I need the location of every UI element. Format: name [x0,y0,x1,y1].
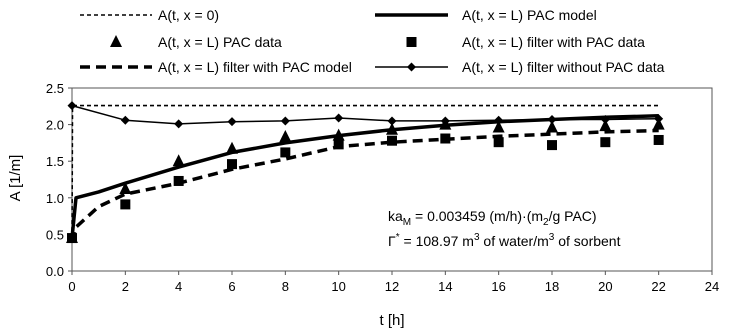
legend-item-1: A(t, x = L) PAC model [375,7,597,23]
square-marker [493,137,504,148]
square-marker [280,147,291,158]
series-4 [70,128,659,243]
x-tick-label: 2 [122,279,129,294]
annotation-part: 3 [474,232,480,243]
series-3 [67,133,664,244]
annotation-part: 2 [543,217,549,228]
legend-item-4: A(t, x = L) filter with PAC model [80,59,352,75]
x-tick-label: 4 [175,279,182,294]
y-tick-label: 1.5 [46,154,64,169]
legend-label: A(t, x = L) filter with PAC data [462,34,645,50]
x-axis-label: t [h] [379,312,404,329]
annotation-part: of sorbent [554,233,620,249]
y-tick-label: 0.5 [46,227,64,242]
annotation-part: Γ [388,233,396,249]
legend-item-2: A(t, x = L) PAC data [110,34,282,50]
annotation-1: Γ* = 108.97 m3 of water/m3 of sorbent [388,232,621,249]
diamond-marker [440,116,450,126]
triangle-marker [546,120,558,133]
x-tick-label: 6 [228,279,235,294]
series-line [71,104,659,239]
annotation-part: = 0.003459 (m/h)·(m [411,208,543,224]
series-line [70,128,659,243]
y-tick-label: 2.5 [46,81,64,96]
diamond-marker [280,116,290,126]
x-tick-label: 18 [545,279,559,294]
diamond-marker [654,114,664,124]
triangle-marker [119,182,132,195]
triangle-marker [492,120,505,133]
diamond-marker [600,114,610,124]
diamond-marker [494,115,504,125]
square-marker [600,137,611,148]
diamond-marker [334,113,344,123]
x-tick-label: 20 [598,279,612,294]
legend-item-5: A(t, x = L) filter without PAC data [375,59,665,75]
diamond-marker [547,114,557,124]
x-tick-label: 10 [331,279,345,294]
triangle-marker [599,119,612,132]
x-tick-label: 8 [282,279,289,294]
series-0 [71,104,659,239]
triangle-marker [110,35,122,47]
diamond-marker [67,101,77,111]
square-marker [227,159,237,170]
x-tick-label: 0 [68,279,75,294]
x-tick-label: 22 [651,279,665,294]
x-tick-label: 24 [705,279,719,294]
y-tick-label: 0.0 [46,264,64,279]
square-marker [653,134,664,145]
diamond-marker [120,115,130,125]
diamond-marker [407,62,416,72]
annotation-part: * [396,232,400,243]
x-tick-label: 16 [491,279,505,294]
annotation-part: M [403,217,411,228]
legend-label: A(t, x = 0) [158,7,219,23]
legend: A(t, x = 0) A(t, x = L) PAC model A(t, x =… [80,7,665,75]
plot-area [66,101,665,244]
diamond-marker [174,119,184,129]
triangle-marker [386,122,398,135]
triangle-marker [172,154,185,167]
annotation-part: 3 [549,232,555,243]
legend-label: A(t, x = L) filter with PAC model [158,59,352,75]
square-marker [173,175,184,186]
legend-item-3: A(t, x = L) filter with PAC data [406,34,645,50]
diamond-marker [227,117,237,127]
square-marker [120,199,131,210]
legend-item-0: A(t, x = 0) [80,7,219,23]
square-marker [333,139,344,150]
legend-label: A(t, x = L) PAC data [158,34,282,50]
axes: 0 2 4 6 8 10 12 14 16 18 20 22 240.00.51.01.52.02.5 [46,81,719,294]
square-marker [406,37,417,47]
triangle-marker [652,117,665,130]
square-marker [387,135,397,146]
y-axis-label: A [1/m] [7,155,24,202]
legend-label: A(t, x = L) PAC model [462,7,597,23]
annotation-part: /g PAC) [549,208,597,224]
triangle-marker [226,141,238,154]
x-tick-label: 12 [385,279,399,294]
annotation-part: of water/m [480,233,549,249]
annotations: kaM = 0.003459 (m/h)·(m2/g PAC) Γ* = 108.… [388,208,621,249]
annotation-0: kaM = 0.003459 (m/h)·(m2/g PAC) [388,208,597,228]
series-line [71,104,659,125]
x-tick-label: 14 [438,279,452,294]
y-tick-label: 2.0 [46,118,64,133]
triangle-marker [332,128,345,141]
legend-label: A(t, x = L) filter without PAC data [462,59,665,75]
annotation-part: = 108.97 m [400,233,474,249]
series-2 [66,117,665,244]
diamond-marker [387,116,397,126]
annotation-part: ka [388,208,403,224]
triangle-marker [279,130,292,143]
series-5 [67,101,664,129]
square-marker [547,140,557,151]
y-tick-label: 1.0 [46,191,64,206]
